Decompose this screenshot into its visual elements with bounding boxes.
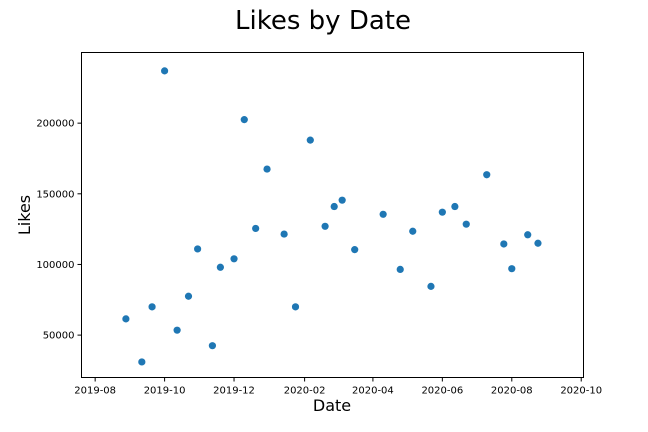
data-point [173, 326, 181, 334]
y-axis-label: Likes [15, 195, 34, 235]
x-tick-label: 2019-08 [74, 386, 116, 397]
data-point [508, 265, 516, 273]
y-tick-label: 50000 [43, 331, 75, 342]
data-point [291, 303, 300, 311]
data-point [462, 220, 470, 228]
x-axis-label: Date [313, 396, 351, 415]
y-tick-label: 200000 [36, 119, 74, 130]
x-tick-label: 2020-04 [352, 386, 394, 397]
data-point [230, 255, 238, 263]
data-points [122, 67, 542, 366]
data-point [122, 315, 130, 323]
data-point [184, 292, 193, 300]
data-point [438, 208, 446, 216]
data-point [534, 239, 542, 247]
data-point [216, 263, 224, 271]
data-point [524, 231, 532, 239]
data-point [500, 240, 508, 248]
chart-title: Likes by Date [235, 6, 411, 36]
x-tick-label: 2019-10 [144, 386, 186, 397]
data-point [148, 303, 156, 311]
data-point [451, 202, 459, 211]
x-tick-label: 2020-08 [491, 386, 533, 397]
x-tick-label: 2020-02 [284, 386, 326, 397]
y-tick-label: 100000 [36, 260, 74, 271]
data-point [396, 265, 404, 274]
data-point [427, 282, 435, 290]
data-point [240, 116, 248, 124]
data-point [330, 202, 338, 211]
data-point [263, 165, 271, 173]
data-point [306, 136, 314, 144]
data-point [483, 171, 491, 179]
x-axis: 2019-08 2019-10 2019-12 2020-02 2020-04 2020-… [74, 377, 602, 397]
y-axis: 50000 100000 150000 200000 [36, 119, 82, 342]
data-point [194, 245, 202, 253]
data-point [321, 222, 329, 230]
data-point [338, 196, 346, 204]
x-tick-label: 2019-12 [213, 386, 255, 397]
data-point [160, 67, 169, 75]
x-tick-label: 2020-10 [560, 386, 602, 397]
plot-frame [81, 52, 584, 378]
data-point [138, 358, 146, 366]
data-point [351, 246, 359, 254]
data-point [280, 230, 288, 238]
y-tick-label: 150000 [36, 189, 74, 200]
data-point [208, 342, 217, 350]
data-point [252, 224, 260, 233]
data-point [409, 227, 417, 235]
data-point [379, 210, 387, 218]
x-tick-label: 2020-06 [421, 386, 463, 397]
